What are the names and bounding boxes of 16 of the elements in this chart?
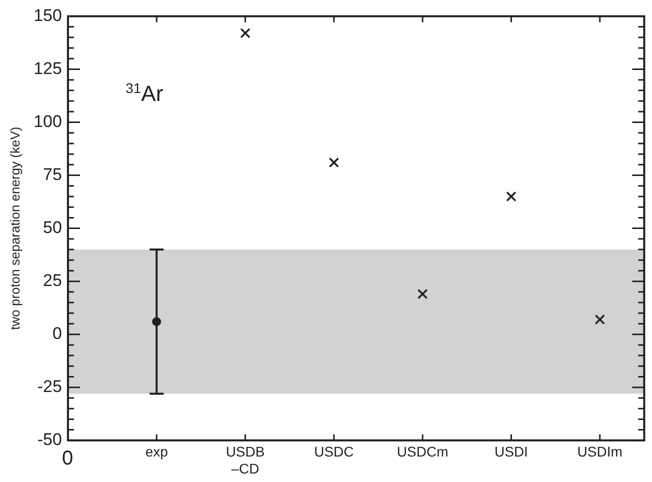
y-tick-label: -25 (37, 377, 62, 396)
y-tick-label: 50 (43, 218, 62, 237)
y-tick-label: 75 (43, 164, 62, 184)
y-axis-title: two proton separation energy (keV) (7, 126, 22, 330)
y-tick-label: 25 (43, 271, 62, 290)
x-tick-label: USDCm (396, 444, 448, 460)
y-tick-label: 100 (34, 112, 62, 131)
y-tick-label: 0 (52, 324, 62, 344)
x-tick-label: USDIm (577, 444, 622, 460)
y-tick-label: 125 (34, 58, 62, 78)
x-tick-label: USDB –CD (226, 444, 265, 476)
y-tick-label: 150 (34, 6, 62, 25)
y-tick-label: -50 (37, 430, 62, 450)
x-tick-label: USDI (494, 444, 528, 460)
x-tick-label: USDC (314, 444, 354, 460)
x-tick-label: exp (145, 444, 168, 460)
